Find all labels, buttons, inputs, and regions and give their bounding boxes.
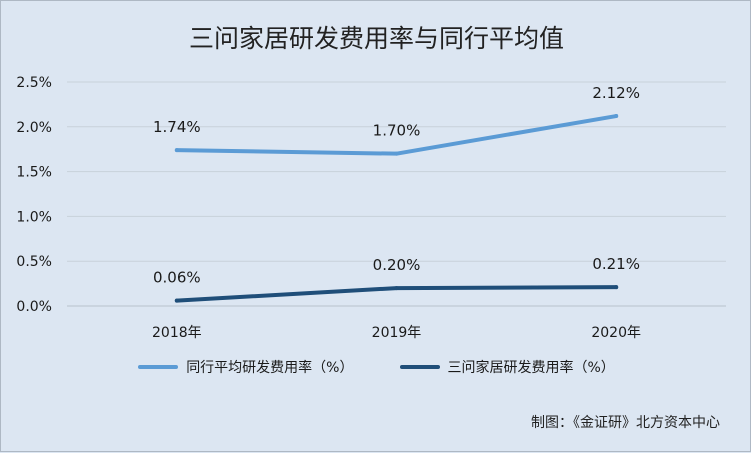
data-point (394, 151, 399, 156)
legend-swatch-peer-average (138, 365, 179, 369)
data-point (614, 114, 619, 119)
source-note: 制图：《金证研》北方资本中心 (531, 415, 720, 431)
legend-swatch-sanwen (399, 365, 440, 369)
data-point (174, 298, 179, 303)
y-tick-label: 0.5% (16, 254, 52, 270)
legend-label-peer-average: 同行平均研发费用率（%） (186, 360, 354, 376)
y-tick-label: 1.5% (16, 165, 52, 181)
data-label: 1.70% (373, 122, 421, 140)
y-tick-label: 1.0% (16, 209, 52, 225)
y-tick-label: 0.0% (16, 299, 52, 315)
legend-label-sanwen: 三问家居研发费用率（%） (447, 360, 615, 376)
y-tick-label: 2.5% (16, 75, 52, 91)
y-tick-label: 2.0% (16, 120, 52, 136)
x-tick-label: 2020年 (591, 325, 641, 341)
data-label: 2.12% (592, 84, 640, 102)
data-label: 0.20% (373, 256, 421, 274)
legend-item-peer-average: 同行平均研发费用率（%） (138, 357, 354, 377)
data-point (614, 285, 619, 290)
data-label: 0.06% (153, 269, 201, 287)
data-label: 1.74% (153, 118, 201, 136)
data-label: 0.21% (592, 255, 640, 273)
data-point (394, 286, 399, 291)
data-point (174, 148, 179, 153)
legend: 同行平均研发费用率（%） 三问家居研发费用率（%） (1, 357, 751, 377)
chart-title: 三问家居研发费用率与同行平均值 (188, 24, 564, 53)
x-tick-label: 2018年 (152, 325, 202, 341)
legend-item-sanwen: 三问家居研发费用率（%） (399, 357, 615, 377)
x-tick-label: 2019年 (372, 325, 422, 341)
